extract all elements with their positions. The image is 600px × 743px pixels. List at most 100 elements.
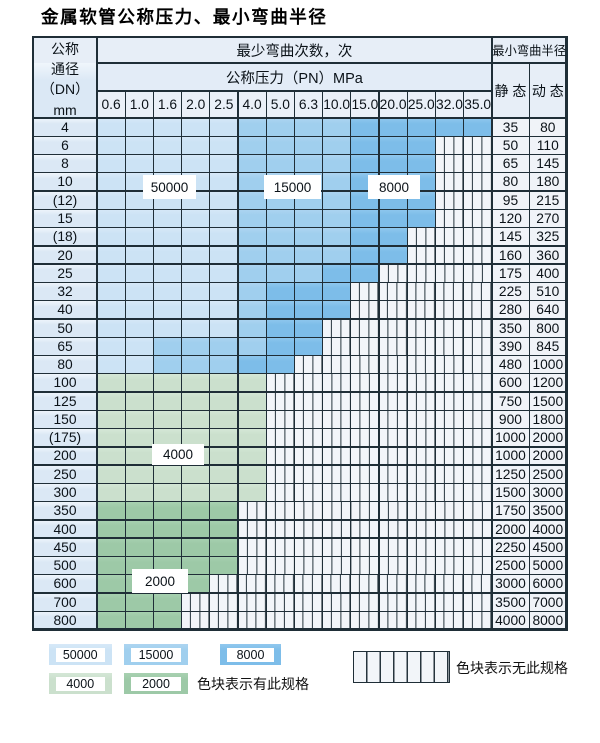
dynamic-cell-bg: [529, 574, 567, 593]
dn-label: 100: [53, 375, 77, 391]
dynamic-value: 360: [536, 247, 560, 263]
cycle-count-label: 2000: [132, 569, 188, 593]
static-value: 120: [498, 210, 522, 226]
static-value: 600: [498, 375, 522, 391]
dn-label: 500: [53, 558, 77, 574]
row-line: [33, 427, 567, 430]
dynamic-value: 215: [536, 192, 560, 208]
radius-section-line: [490, 37, 493, 630]
hatch-cells: [237, 501, 493, 520]
static-cell-bg: [491, 355, 530, 374]
dynamic-cell-bg: [529, 154, 567, 173]
dn-cell-bg: [33, 501, 97, 520]
dn-header-line: 通径: [51, 61, 79, 78]
dynamic-value: 510: [536, 284, 560, 300]
band-15000-cells: [237, 264, 323, 283]
band-2000-cells: [96, 501, 239, 520]
static-cell-bg: [491, 446, 530, 466]
static-cell-bg: [491, 574, 530, 593]
hatch-cells: [350, 282, 493, 301]
dynamic-value: 400: [536, 265, 560, 281]
dynamic-value: 845: [536, 338, 560, 354]
dn-label: 32: [57, 284, 73, 300]
row-line: [33, 464, 567, 466]
legend-available-note: 色块表示有此规格: [197, 675, 309, 692]
band-8000-cells: [265, 282, 352, 301]
static-value: 1000: [495, 430, 526, 446]
row-line: [33, 226, 567, 229]
legend-value: 8000: [227, 647, 274, 662]
pressure-column-line: [124, 91, 126, 630]
band-8000-cells: [350, 154, 436, 173]
radius-header: 最小弯曲半径: [492, 44, 567, 58]
header-radius-bg: [491, 37, 567, 63]
static-cell-bg: [491, 282, 530, 301]
page-title: 金属软管公称压力、最小弯曲半径: [41, 7, 328, 27]
dynamic-cell-bg: [529, 392, 567, 411]
dynamic-cell-bg: [529, 300, 567, 319]
static-value: 390: [498, 338, 522, 354]
static-value: 160: [498, 247, 522, 263]
legend-swatch-8000: 8000: [220, 644, 281, 665]
legend-value: 15000: [131, 647, 181, 662]
static-cell-bg: [491, 318, 530, 338]
header-cycles-bg: [33, 37, 492, 63]
hatch-cells: [294, 355, 493, 374]
hatch-cells: [181, 611, 493, 630]
dn-cell-bg: [33, 154, 97, 173]
static-value: 1750: [495, 503, 526, 519]
row-line: [33, 500, 567, 503]
dynamic-value: 145: [536, 156, 560, 172]
pressure-column-header: 32.0: [436, 97, 463, 112]
static-value: 900: [498, 411, 522, 427]
cycle-count-label: 8000: [368, 175, 420, 199]
dn-label: 20: [57, 247, 73, 263]
hatch-cells: [237, 519, 493, 539]
pressure-column-line: [209, 91, 211, 630]
static-value: 1000: [495, 448, 526, 464]
pressure-column-line: [463, 91, 465, 630]
dynamic-value: 1500: [532, 393, 564, 409]
band-50000-cells: [96, 136, 239, 155]
pressure-column-line: [434, 91, 436, 630]
static-cell-bg: [491, 501, 530, 520]
dynamic-value: 1800: [532, 411, 564, 427]
static-cell-bg: [491, 428, 530, 447]
row-line: [33, 263, 567, 265]
pressure-column-line: [265, 91, 267, 630]
dynamic-cell-bg: [529, 538, 567, 557]
band-8000-cells: [350, 209, 436, 228]
band-2000-cells: [96, 519, 239, 539]
pressure-column-line: [322, 91, 324, 630]
row-line: [33, 299, 567, 302]
row-line: [33, 336, 567, 338]
pressure-column-header: 20.0: [379, 97, 407, 112]
dn-label: (175): [48, 430, 82, 446]
static-dynamic-line: [528, 63, 530, 630]
dn-cell-bg: [33, 300, 97, 319]
dn-label: 125: [53, 393, 77, 409]
static-value: 145: [498, 229, 522, 245]
dn-label: 8: [61, 156, 69, 172]
legend-swatch-15000: 15000: [124, 644, 188, 665]
pressure-column-line: [181, 91, 183, 630]
dynamic-cell-bg: [529, 264, 567, 283]
static-cell-bg: [491, 465, 530, 484]
dynamic-cell-bg: [529, 172, 567, 192]
band-50000-cells: [96, 118, 239, 137]
cycle-count-label: 15000: [264, 175, 321, 199]
row-line: [33, 519, 567, 521]
dn-cell-bg: [33, 611, 97, 630]
dn-cell-bg: [33, 592, 97, 612]
static-cell-bg: [491, 483, 530, 502]
dn-cell-bg: [33, 538, 97, 557]
static-value: 2250: [495, 539, 526, 555]
dynamic-cell-bg: [529, 519, 567, 539]
dynamic-value: 1000: [532, 357, 564, 373]
cycle-count-label: 4000: [152, 444, 204, 465]
static-cell-bg: [491, 227, 530, 246]
dynamic-cell-bg: [529, 245, 567, 265]
dynamic-cell-bg: [529, 136, 567, 155]
dynamic-value: 180: [536, 174, 560, 190]
dn-label: 6: [61, 137, 69, 153]
